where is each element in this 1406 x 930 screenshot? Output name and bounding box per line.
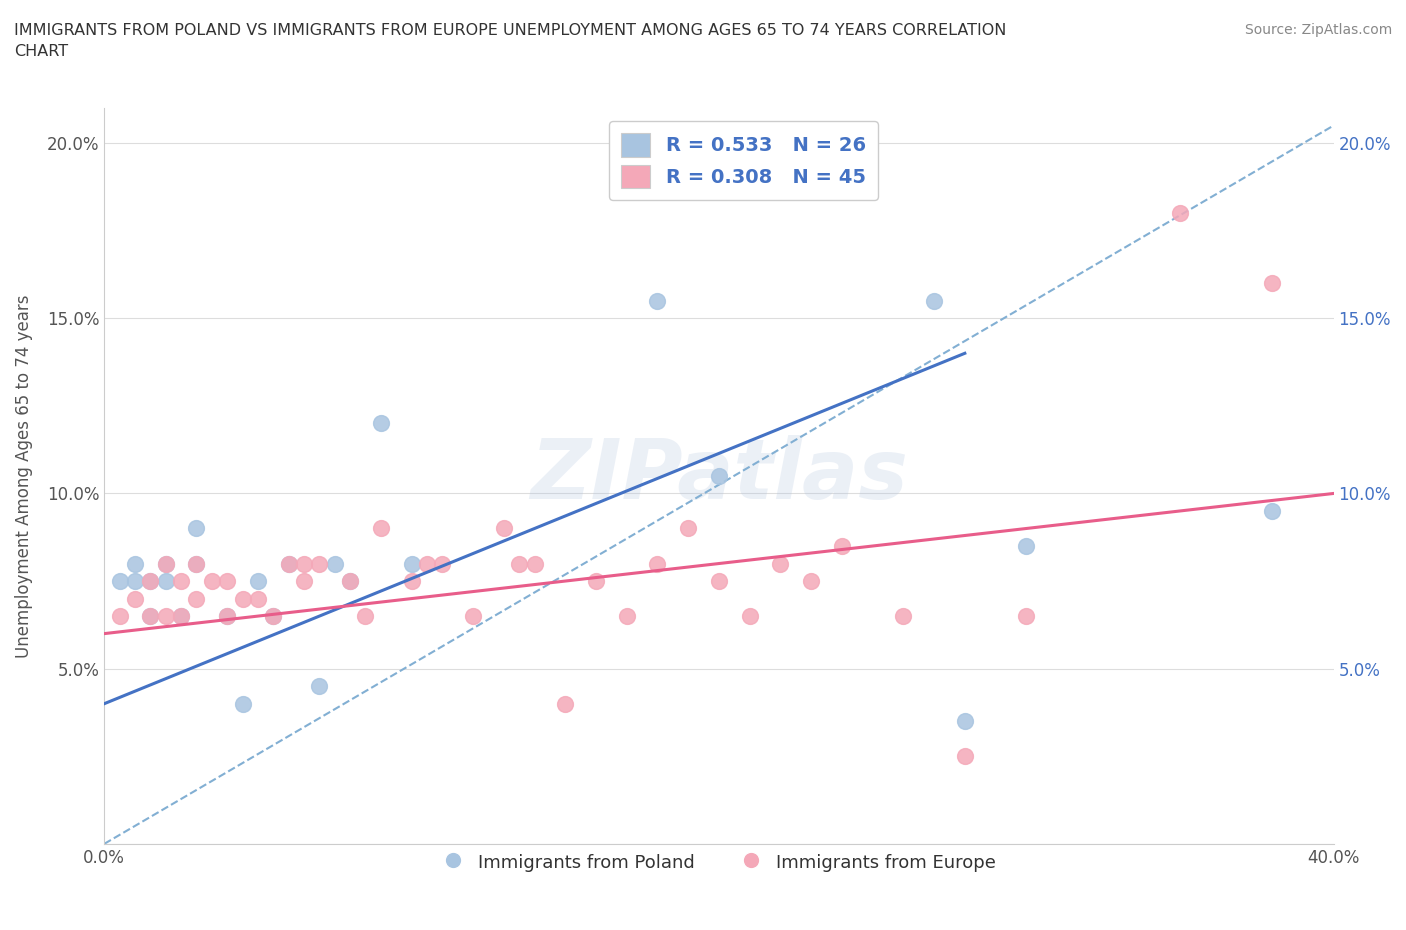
Point: [170, 608, 193, 623]
Point: [616, 608, 638, 623]
Point: [647, 556, 669, 571]
Point: [891, 608, 914, 623]
Point: [707, 469, 730, 484]
Point: [124, 556, 146, 571]
Point: [1168, 206, 1191, 220]
Point: [401, 556, 423, 571]
Point: [124, 591, 146, 606]
Text: Source: ZipAtlas.com: Source: ZipAtlas.com: [1244, 23, 1392, 37]
Point: [186, 521, 208, 536]
Point: [523, 556, 546, 571]
Point: [139, 608, 162, 623]
Point: [277, 556, 299, 571]
Point: [370, 416, 392, 431]
Point: [461, 608, 484, 623]
Point: [262, 608, 284, 623]
Point: [186, 556, 208, 571]
Point: [416, 556, 439, 571]
Point: [124, 574, 146, 589]
Point: [246, 591, 269, 606]
Point: [155, 608, 177, 623]
Point: [155, 556, 177, 571]
Point: [170, 608, 193, 623]
Point: [292, 574, 315, 589]
Point: [676, 521, 699, 536]
Point: [1015, 538, 1038, 553]
Point: [922, 293, 945, 308]
Point: [217, 608, 239, 623]
Point: [155, 574, 177, 589]
Point: [308, 556, 330, 571]
Point: [108, 574, 131, 589]
Point: [707, 574, 730, 589]
Point: [370, 521, 392, 536]
Point: [432, 556, 454, 571]
Point: [262, 608, 284, 623]
Point: [186, 591, 208, 606]
Point: [308, 679, 330, 694]
Point: [647, 293, 669, 308]
Point: [831, 538, 853, 553]
Point: [139, 574, 162, 589]
Point: [800, 574, 823, 589]
Point: [585, 574, 607, 589]
Point: [292, 556, 315, 571]
Y-axis label: Unemployment Among Ages 65 to 74 years: Unemployment Among Ages 65 to 74 years: [15, 294, 32, 658]
Point: [201, 574, 224, 589]
Point: [232, 697, 254, 711]
Point: [139, 608, 162, 623]
Point: [554, 697, 576, 711]
Point: [339, 574, 361, 589]
Point: [953, 714, 976, 729]
Legend: Immigrants from Poland, Immigrants from Europe: Immigrants from Poland, Immigrants from …: [434, 845, 1002, 879]
Point: [323, 556, 346, 571]
Point: [1261, 503, 1284, 518]
Point: [155, 556, 177, 571]
Point: [217, 574, 239, 589]
Point: [354, 608, 377, 623]
Point: [186, 556, 208, 571]
Point: [246, 574, 269, 589]
Point: [953, 749, 976, 764]
Text: ZIPatlas: ZIPatlas: [530, 435, 908, 516]
Point: [1261, 276, 1284, 291]
Point: [492, 521, 515, 536]
Point: [769, 556, 792, 571]
Point: [277, 556, 299, 571]
Point: [1015, 608, 1038, 623]
Point: [170, 574, 193, 589]
Point: [401, 574, 423, 589]
Point: [508, 556, 530, 571]
Point: [139, 574, 162, 589]
Text: IMMIGRANTS FROM POLAND VS IMMIGRANTS FROM EUROPE UNEMPLOYMENT AMONG AGES 65 TO 7: IMMIGRANTS FROM POLAND VS IMMIGRANTS FRO…: [14, 23, 1007, 60]
Point: [108, 608, 131, 623]
Point: [738, 608, 761, 623]
Point: [232, 591, 254, 606]
Point: [339, 574, 361, 589]
Point: [217, 608, 239, 623]
